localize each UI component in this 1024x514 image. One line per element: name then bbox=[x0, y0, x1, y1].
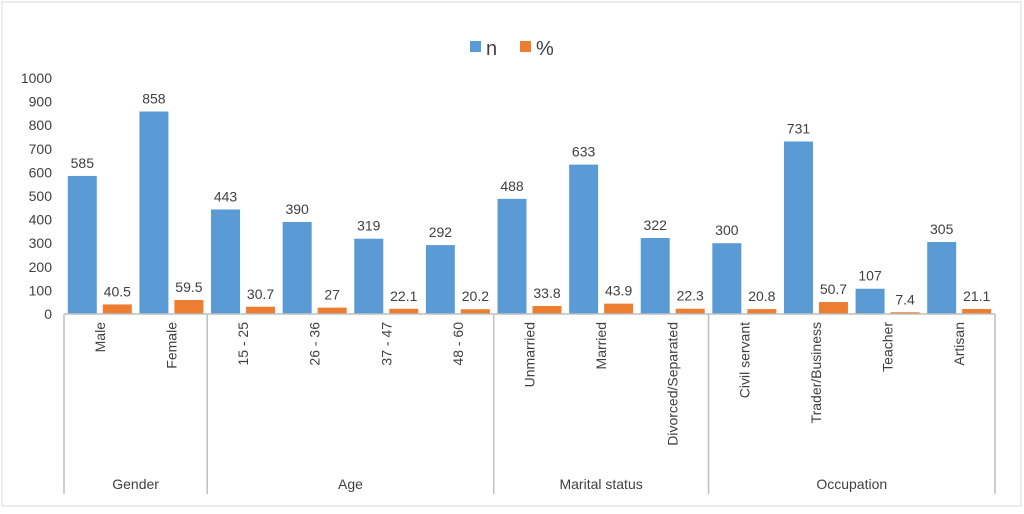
bar-n bbox=[67, 175, 97, 314]
bar-n bbox=[712, 243, 742, 314]
data-label-percent: 27 bbox=[324, 287, 340, 303]
bar-percent bbox=[460, 309, 490, 314]
bar-percent bbox=[747, 309, 777, 314]
x-axis: Male Female 15 - 25 26 - 36 37 - 47 48 - 60 Un… bbox=[63, 313, 996, 494]
x-group-label: Age bbox=[338, 476, 363, 492]
bar-n bbox=[354, 238, 384, 314]
bar-percent bbox=[604, 303, 634, 314]
bar-percent bbox=[317, 307, 347, 314]
bar-percent bbox=[102, 304, 132, 314]
bar-n bbox=[211, 209, 241, 314]
data-label-n: 319 bbox=[357, 218, 381, 234]
data-label-percent: 21.1 bbox=[963, 288, 990, 304]
bar-n bbox=[282, 221, 312, 314]
data-label-percent: 50.7 bbox=[820, 281, 847, 297]
data-label-n: 322 bbox=[644, 217, 668, 233]
y-tick-label: 0 bbox=[44, 306, 52, 322]
data-label-percent: 59.5 bbox=[175, 279, 202, 295]
data-label-n: 633 bbox=[572, 144, 596, 160]
bar-percent bbox=[890, 312, 920, 314]
bar-n bbox=[783, 141, 813, 314]
y-tick-label: 800 bbox=[29, 117, 53, 133]
y-tick-label: 900 bbox=[29, 94, 53, 110]
data-label-n: 107 bbox=[858, 268, 882, 284]
bars: 585 40.5 858 59.5 443 30.7 390 27 319 22.1 292 20.2… bbox=[67, 91, 992, 315]
data-label-n: 585 bbox=[71, 155, 95, 171]
x-category-label: 48 - 60 bbox=[450, 322, 466, 366]
data-label-n: 488 bbox=[500, 178, 524, 194]
x-group-label: Gender bbox=[112, 476, 159, 492]
bar-percent bbox=[174, 299, 204, 314]
bar-n bbox=[855, 288, 885, 314]
data-label-n: 292 bbox=[429, 224, 453, 240]
data-label-percent: 22.3 bbox=[677, 288, 704, 304]
x-category-label: Female bbox=[163, 322, 179, 369]
legend: n% bbox=[470, 38, 554, 60]
legend-label-percent: % bbox=[536, 38, 554, 60]
bar-percent bbox=[675, 308, 705, 314]
data-label-n: 390 bbox=[285, 201, 309, 217]
data-label-percent: 20.8 bbox=[748, 288, 775, 304]
x-category-label: Artisan bbox=[951, 322, 967, 366]
x-category-label: Civil servant bbox=[736, 322, 752, 398]
y-tick-label: 1000 bbox=[21, 70, 52, 86]
data-label-percent: 30.7 bbox=[247, 286, 274, 302]
data-label-percent: 7.4 bbox=[895, 291, 915, 307]
legend-swatch-percent bbox=[520, 41, 531, 52]
y-tick-label: 500 bbox=[29, 188, 53, 204]
x-category-label: 37 - 47 bbox=[378, 322, 394, 366]
bar-n bbox=[640, 238, 670, 314]
x-category-label: Married bbox=[593, 322, 609, 369]
bar-percent bbox=[532, 306, 562, 314]
data-label-percent: 20.2 bbox=[462, 288, 489, 304]
bar-n bbox=[927, 242, 957, 314]
legend-label-n: n bbox=[486, 38, 497, 60]
y-tick-label: 200 bbox=[29, 259, 53, 275]
bar-n bbox=[139, 111, 169, 315]
data-label-percent: 43.9 bbox=[605, 283, 632, 299]
x-group-label: Occupation bbox=[816, 476, 887, 492]
bar-percent bbox=[389, 308, 419, 314]
bar-n bbox=[569, 164, 599, 314]
data-label-n: 858 bbox=[142, 91, 166, 107]
x-group-label: Marital status bbox=[559, 476, 642, 492]
data-label-n: 731 bbox=[787, 120, 811, 136]
x-category-label: Divorced/Separated bbox=[665, 322, 681, 446]
x-category-label: Trader/Business bbox=[808, 322, 824, 423]
data-label-n: 305 bbox=[930, 221, 954, 237]
x-category-label: Male bbox=[92, 322, 108, 353]
y-tick-label: 300 bbox=[29, 235, 53, 251]
y-tick-label: 400 bbox=[29, 212, 53, 228]
data-label-percent: 40.5 bbox=[104, 283, 131, 299]
x-category-label: 26 - 36 bbox=[307, 322, 323, 366]
x-category-label: 15 - 25 bbox=[235, 322, 251, 366]
bar-percent bbox=[246, 306, 276, 314]
y-tick-label: 600 bbox=[29, 164, 53, 180]
y-axis: 0 100 200 300 400 500 600 700 800 900 1000 bbox=[21, 70, 52, 322]
data-label-percent: 33.8 bbox=[533, 285, 560, 301]
bar-percent bbox=[962, 309, 992, 314]
legend-swatch-n bbox=[470, 41, 481, 52]
data-label-percent: 22.1 bbox=[390, 288, 417, 304]
y-tick-label: 100 bbox=[29, 282, 53, 298]
bar-n bbox=[497, 198, 527, 314]
bar-n bbox=[425, 245, 455, 314]
bar-percent bbox=[818, 302, 848, 314]
x-category-label: Unmarried bbox=[522, 322, 538, 387]
data-label-n: 300 bbox=[715, 222, 739, 238]
y-tick-label: 700 bbox=[29, 141, 53, 157]
x-category-label: Teacher bbox=[880, 322, 896, 372]
data-label-n: 443 bbox=[214, 188, 238, 204]
